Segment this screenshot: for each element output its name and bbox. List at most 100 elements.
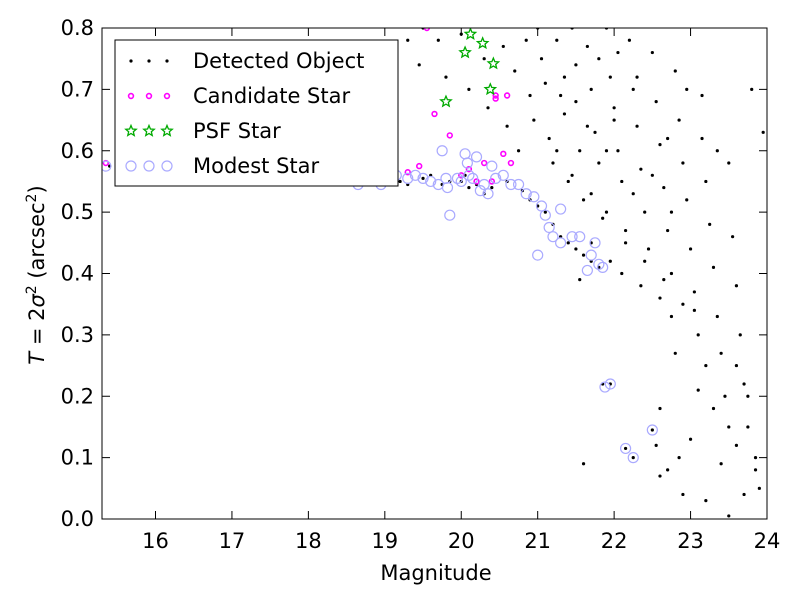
legend-label: Modest Star	[193, 154, 319, 178]
x-tick-label: 21	[524, 529, 551, 553]
data-point	[547, 231, 559, 243]
y-tick-label: 0.2	[61, 384, 94, 408]
legend-marker	[147, 59, 151, 63]
data-point	[431, 110, 438, 118]
data-point	[658, 474, 662, 478]
data-point	[623, 228, 628, 233]
y-tick-label: 0.0	[61, 507, 94, 531]
data-point	[616, 50, 620, 55]
data-point	[492, 92, 499, 99]
data-point	[597, 161, 601, 165]
data-point	[102, 160, 112, 172]
data-point	[715, 314, 719, 319]
data-point	[417, 172, 429, 184]
data-point	[719, 462, 723, 466]
data-point	[681, 302, 685, 306]
data-point	[639, 284, 643, 288]
data-point	[604, 149, 609, 153]
legend-marker	[129, 59, 133, 63]
series-psf-star	[439, 28, 501, 108]
data-point	[490, 185, 494, 190]
series-modest-star	[102, 145, 658, 464]
data-point	[425, 175, 437, 188]
x-tick-label: 18	[295, 529, 322, 553]
data-point	[483, 82, 498, 96]
data-point	[669, 314, 674, 319]
data-point	[402, 172, 414, 184]
x-tick-label: 22	[601, 529, 628, 553]
data-point	[473, 178, 480, 185]
data-point	[604, 210, 609, 214]
legend-label: Candidate Star	[193, 84, 350, 108]
data-point	[646, 424, 658, 436]
data-point	[488, 178, 496, 185]
data-point	[666, 228, 670, 233]
legend-marker	[161, 160, 173, 172]
data-point	[444, 209, 456, 221]
data-point	[503, 92, 511, 99]
data-point	[604, 378, 616, 390]
legend-marker	[165, 59, 169, 63]
data-point	[742, 492, 746, 497]
data-point	[467, 185, 471, 190]
legend-marker	[127, 92, 135, 100]
data-point	[646, 247, 651, 251]
axes: 16 17 18 19 20 21 22 23 24 0.0 0.1 0.2 0.3 0.4 0.5 0.6 0…	[61, 16, 781, 553]
data-point	[738, 333, 742, 337]
data-point	[593, 258, 605, 270]
data-point	[459, 148, 471, 160]
data-point	[597, 261, 609, 273]
data-point	[559, 93, 563, 98]
data-point	[555, 38, 559, 42]
data-point	[696, 388, 700, 392]
data-point	[692, 290, 696, 294]
x-tick-label: 20	[448, 529, 475, 553]
data-point	[581, 253, 586, 257]
data-point	[441, 181, 454, 194]
data-point	[727, 425, 731, 429]
data-point	[669, 271, 674, 276]
legend-item: Candidate Star	[127, 84, 350, 108]
series-candidate-star	[102, 28, 515, 185]
data-point	[551, 161, 555, 165]
legend-item: Detected Object	[129, 49, 364, 73]
data-point	[528, 191, 540, 203]
data-point	[505, 178, 517, 191]
data-point	[486, 106, 490, 110]
data-point	[566, 241, 570, 245]
data-point	[486, 160, 498, 172]
data-point	[555, 149, 559, 153]
data-point	[470, 151, 483, 163]
data-point	[439, 94, 453, 108]
data-point	[547, 136, 551, 141]
data-point	[608, 75, 612, 79]
data-point	[520, 188, 532, 200]
data-point	[465, 165, 473, 173]
data-point	[704, 363, 708, 368]
legend-label: PSF Star	[193, 119, 281, 143]
y-tick-label: 0.6	[61, 139, 94, 163]
data-point	[658, 143, 662, 147]
data-point	[528, 93, 532, 98]
y-tick-label: 0.8	[61, 16, 94, 40]
data-point	[723, 394, 727, 398]
data-point	[578, 278, 582, 282]
data-point	[585, 124, 589, 128]
data-point	[761, 130, 765, 134]
data-point	[619, 442, 632, 455]
data-point	[627, 452, 639, 464]
data-point	[666, 468, 670, 472]
data-point	[436, 145, 448, 157]
data-point	[662, 185, 666, 190]
data-point	[446, 132, 453, 139]
data-point	[753, 468, 758, 472]
legend-marker	[125, 160, 137, 172]
data-point	[696, 333, 700, 337]
data-point	[421, 176, 425, 180]
data-point	[532, 249, 544, 261]
data-point	[475, 36, 490, 50]
data-point	[685, 87, 689, 91]
data-point	[681, 161, 685, 165]
data-point	[673, 351, 677, 355]
data-point	[731, 235, 735, 239]
